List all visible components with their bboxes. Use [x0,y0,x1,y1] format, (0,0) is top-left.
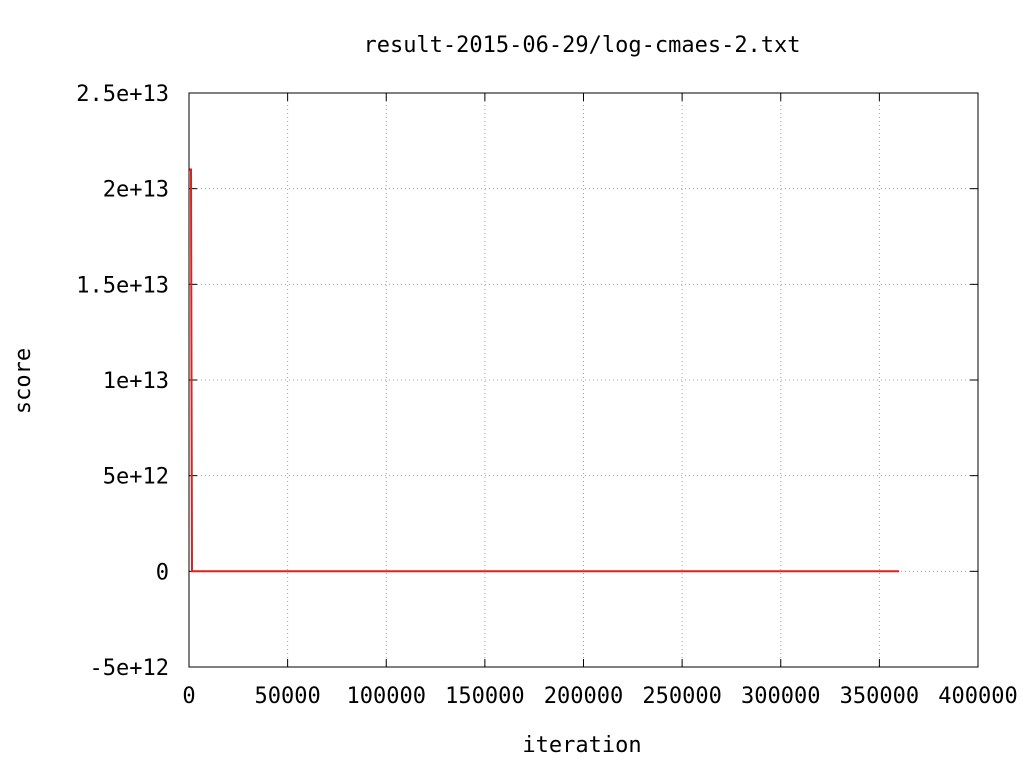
x-tick-label: 400000 [938,684,1017,709]
y-tick-label: 2e+13 [103,178,169,203]
x-axis-label: iteration [522,733,641,758]
x-tick-label: 0 [182,684,195,709]
y-tick-label: -5e+12 [90,656,169,681]
y-axis-label: score [11,348,36,414]
x-tick-label: 150000 [445,684,524,709]
y-tick-label: 1.5e+13 [76,273,169,298]
x-tick-label: 50000 [255,684,321,709]
y-tick-label: 1e+13 [103,369,169,394]
grid [189,93,978,667]
y-tick-label: 0 [156,560,169,585]
x-tick-label: 250000 [642,684,721,709]
series-line [189,168,900,573]
x-tick-label: 100000 [347,684,426,709]
plot-frame [188,92,979,668]
x-tick-label: 200000 [544,684,623,709]
x-tick-label: 350000 [840,684,919,709]
y-tick-label: 2.5e+13 [76,82,169,107]
x-axis-ticks: 0 50000 100000 150000 200000 250000 300000 3500… [182,93,1018,709]
series-layer [189,168,900,573]
chart-title: result-2015-06-29/log-cmaes-2.txt [363,33,800,58]
y-axis-ticks: -5e+12 0 5e+12 1e+13 1.5e+13 2e+13 2.5e+13 [76,82,978,681]
x-tick-label: 300000 [741,684,820,709]
y-tick-label: 5e+12 [103,465,169,490]
